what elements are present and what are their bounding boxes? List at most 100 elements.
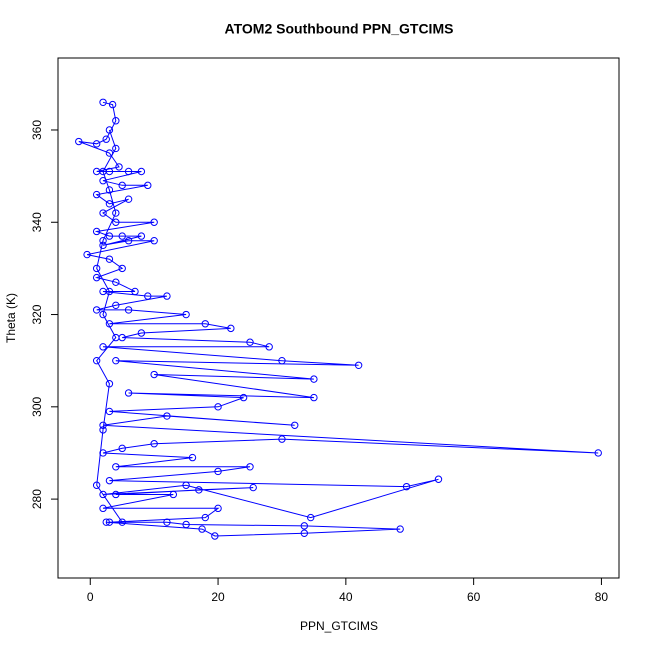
data-point bbox=[105, 232, 114, 240]
data-point bbox=[102, 135, 110, 143]
y-tick-label: 320 bbox=[30, 304, 44, 324]
data-point bbox=[278, 435, 286, 443]
data-point bbox=[118, 264, 126, 273]
data-point bbox=[137, 329, 146, 337]
data-point bbox=[99, 310, 107, 319]
data-point bbox=[99, 343, 107, 351]
data-point bbox=[137, 232, 146, 240]
data-point bbox=[112, 463, 120, 471]
data-point bbox=[182, 310, 190, 319]
data-point bbox=[124, 195, 133, 203]
data-point bbox=[105, 476, 114, 485]
data-point bbox=[99, 98, 107, 106]
data-point bbox=[201, 320, 209, 328]
data-point bbox=[112, 333, 120, 342]
data-point bbox=[310, 393, 318, 402]
y-tick-label: 340 bbox=[30, 212, 44, 232]
data-point bbox=[124, 167, 133, 176]
data-point bbox=[105, 149, 114, 157]
data-point bbox=[115, 163, 123, 171]
data-point bbox=[144, 181, 152, 190]
data-point bbox=[99, 237, 107, 245]
data-point bbox=[211, 532, 219, 540]
data-point bbox=[137, 167, 146, 176]
y-axis-label: Theta (K) bbox=[4, 293, 18, 343]
data-point bbox=[112, 117, 120, 125]
data-point bbox=[105, 287, 114, 296]
data-point bbox=[402, 482, 411, 491]
data-point bbox=[188, 453, 197, 462]
x-tick-label: 0 bbox=[87, 590, 94, 604]
data-point bbox=[92, 190, 101, 199]
data-point bbox=[105, 255, 114, 263]
data-point bbox=[300, 529, 309, 537]
x-axis-label: PPN_GTCIMS bbox=[300, 619, 378, 633]
data-point bbox=[214, 403, 222, 411]
data-point bbox=[300, 522, 309, 530]
data-point bbox=[112, 278, 120, 286]
data-point bbox=[92, 306, 101, 314]
data-point bbox=[112, 209, 120, 217]
data-point bbox=[278, 356, 286, 365]
data-point bbox=[108, 100, 117, 109]
data-point bbox=[150, 218, 158, 226]
data-point bbox=[105, 380, 114, 388]
data-point bbox=[169, 490, 178, 499]
y-tick-label: 360 bbox=[30, 120, 44, 140]
data-point bbox=[92, 273, 101, 282]
data-point bbox=[105, 186, 114, 194]
data-point bbox=[112, 301, 120, 310]
data-point bbox=[99, 421, 107, 429]
data-point bbox=[182, 520, 190, 529]
data-point bbox=[198, 525, 206, 533]
data-point bbox=[75, 137, 83, 146]
data-point bbox=[99, 449, 107, 457]
data-point bbox=[227, 324, 235, 333]
data-point bbox=[118, 444, 126, 453]
chart-title: ATOM2 Southbound PPN_GTCIMS bbox=[225, 21, 454, 37]
data-point bbox=[246, 463, 254, 471]
data-point bbox=[265, 343, 273, 351]
data-point bbox=[112, 356, 120, 365]
data-point bbox=[249, 483, 257, 492]
data-point bbox=[291, 421, 299, 429]
data-point bbox=[118, 518, 126, 526]
data-point bbox=[99, 209, 107, 217]
data-point bbox=[102, 518, 110, 526]
data-point bbox=[214, 467, 222, 476]
data-point bbox=[99, 504, 107, 513]
data-point bbox=[92, 140, 101, 148]
data-point bbox=[310, 375, 318, 383]
data-point bbox=[124, 389, 133, 397]
data-point bbox=[118, 232, 126, 240]
data-point bbox=[99, 241, 107, 250]
data-point bbox=[131, 287, 139, 296]
data-point bbox=[307, 513, 315, 522]
data-point bbox=[92, 227, 101, 236]
data-point bbox=[144, 292, 152, 300]
data-point bbox=[118, 181, 126, 190]
data-point bbox=[105, 518, 114, 526]
y-tick-label: 300 bbox=[30, 396, 44, 416]
x-tick-label: 40 bbox=[339, 590, 353, 604]
data-line bbox=[78, 101, 599, 537]
data-point bbox=[150, 370, 158, 379]
data-point bbox=[214, 504, 222, 513]
data-point bbox=[105, 320, 114, 328]
data-point bbox=[195, 486, 203, 494]
y-tick-label: 280 bbox=[30, 489, 44, 509]
data-point bbox=[99, 177, 107, 185]
x-tick-label: 80 bbox=[595, 590, 609, 604]
data-point bbox=[150, 237, 158, 245]
data-point bbox=[112, 218, 120, 226]
data-point bbox=[594, 449, 602, 457]
data-point bbox=[182, 481, 190, 489]
data-point bbox=[99, 167, 107, 176]
data-point bbox=[105, 407, 114, 416]
data-point bbox=[163, 518, 171, 526]
data-point bbox=[124, 306, 133, 314]
data-point bbox=[201, 513, 209, 522]
data-point bbox=[92, 481, 101, 489]
